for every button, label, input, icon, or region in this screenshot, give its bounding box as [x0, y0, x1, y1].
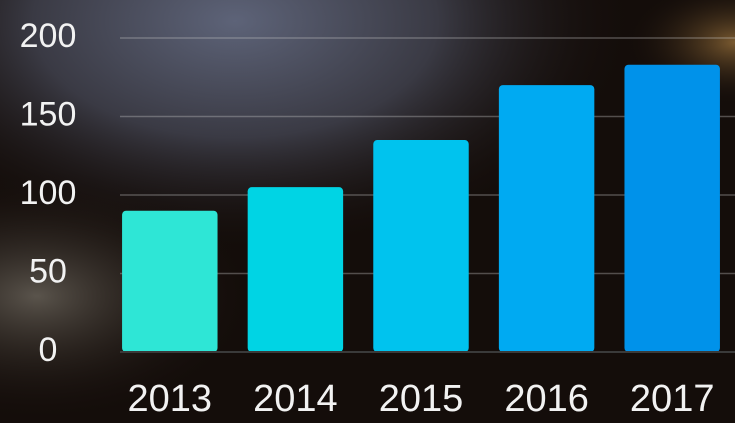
- y-tick-label: 0: [39, 331, 58, 369]
- bar: [498, 85, 595, 352]
- bar: [624, 64, 720, 352]
- x-tick-label: 2014: [253, 378, 338, 420]
- bar: [247, 187, 344, 352]
- x-tick-label: 2013: [128, 378, 213, 420]
- y-tick-label: 200: [20, 17, 77, 55]
- y-tick-label: 100: [20, 174, 77, 212]
- y-tick-label: 150: [20, 95, 77, 133]
- bar: [122, 210, 218, 352]
- x-tick-label: 2016: [504, 378, 589, 420]
- y-tick-label: 50: [29, 252, 67, 290]
- x-tick-label: 2017: [630, 378, 715, 420]
- bar: [373, 140, 469, 352]
- x-tick-label: 2015: [379, 378, 464, 420]
